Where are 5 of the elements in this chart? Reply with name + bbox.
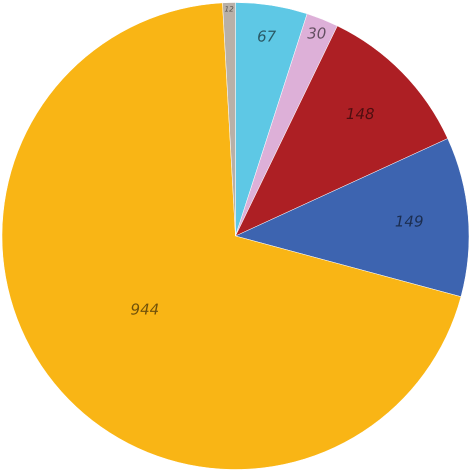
data-label: 67 <box>257 27 277 46</box>
data-label: 148 <box>346 104 375 123</box>
data-label: 30 <box>307 24 326 42</box>
data-label: 149 <box>394 212 424 230</box>
data-label: 944 <box>130 300 160 319</box>
